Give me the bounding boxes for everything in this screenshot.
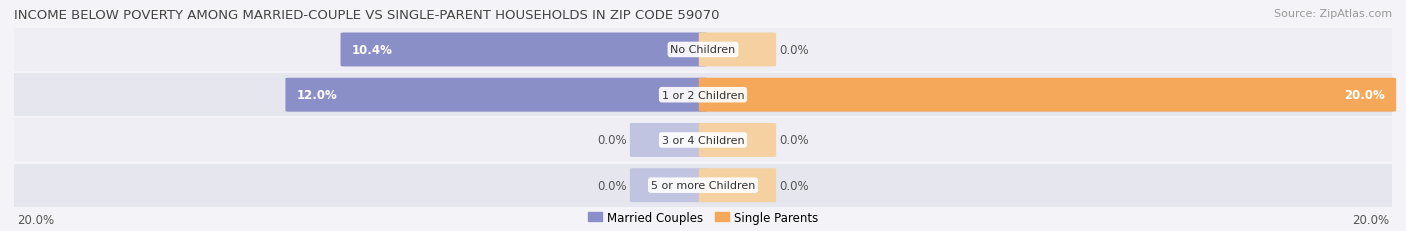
Text: 10.4%: 10.4% bbox=[352, 44, 392, 57]
Text: 5 or more Children: 5 or more Children bbox=[651, 180, 755, 190]
Legend: Married Couples, Single Parents: Married Couples, Single Parents bbox=[583, 206, 823, 228]
Text: INCOME BELOW POVERTY AMONG MARRIED-COUPLE VS SINGLE-PARENT HOUSEHOLDS IN ZIP COD: INCOME BELOW POVERTY AMONG MARRIED-COUPL… bbox=[14, 9, 720, 22]
Text: 20.0%: 20.0% bbox=[1353, 213, 1389, 226]
Text: 0.0%: 0.0% bbox=[598, 179, 627, 192]
Text: 0.0%: 0.0% bbox=[779, 179, 808, 192]
Text: 3 or 4 Children: 3 or 4 Children bbox=[662, 135, 744, 145]
Text: 20.0%: 20.0% bbox=[17, 213, 53, 226]
Text: Source: ZipAtlas.com: Source: ZipAtlas.com bbox=[1274, 9, 1392, 19]
Text: 0.0%: 0.0% bbox=[598, 134, 627, 147]
Text: 12.0%: 12.0% bbox=[297, 89, 337, 102]
Text: 1 or 2 Children: 1 or 2 Children bbox=[662, 90, 744, 100]
Text: No Children: No Children bbox=[671, 45, 735, 55]
Text: 0.0%: 0.0% bbox=[779, 134, 808, 147]
Text: 20.0%: 20.0% bbox=[1344, 89, 1385, 102]
Text: 0.0%: 0.0% bbox=[779, 44, 808, 57]
